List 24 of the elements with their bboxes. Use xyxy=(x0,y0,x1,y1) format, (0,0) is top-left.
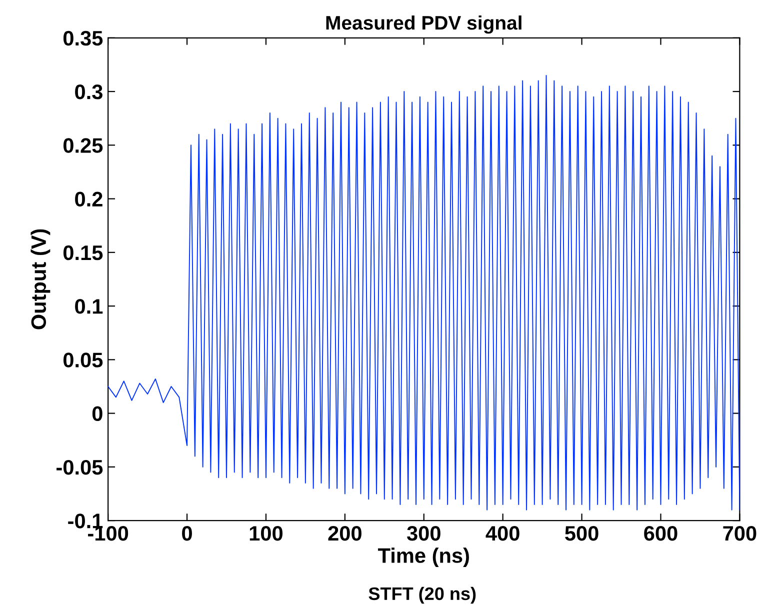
y-tick-label: 0.1 xyxy=(75,299,103,314)
y-tick-label: 0.05 xyxy=(63,352,103,368)
text: STFT (20 ns) xyxy=(368,586,476,604)
y-tick-label: -0.05 xyxy=(56,460,103,475)
x-axis-title: Time (ns) xyxy=(378,548,469,568)
y-axis-title: Output (V) xyxy=(30,229,50,330)
y-tick-label: 0.3 xyxy=(75,84,102,100)
x-tick-label: 0 xyxy=(182,526,192,541)
y-tick-label: 0.35 xyxy=(63,30,103,46)
y-tick-label: 0.25 xyxy=(63,138,103,153)
chart-title: Measured PDV signal xyxy=(326,15,522,34)
x-tick-label: 400 xyxy=(486,526,520,541)
x-tick-label: 300 xyxy=(406,526,440,541)
x-tick-label: 600 xyxy=(644,526,678,541)
y-tick-label: 0.15 xyxy=(63,245,103,260)
y-tick-label: -0.1 xyxy=(68,514,103,528)
line-series xyxy=(108,74,740,510)
y-tick-label: 0 xyxy=(92,406,102,422)
x-tick-label: -100 xyxy=(88,526,128,541)
x-tick-label: 200 xyxy=(328,526,362,541)
x-tick-label: 500 xyxy=(565,526,598,541)
x-tick-label: 100 xyxy=(250,526,282,541)
x-tick-label: 700 xyxy=(723,526,756,541)
y-tick-label: 0.2 xyxy=(75,192,102,207)
